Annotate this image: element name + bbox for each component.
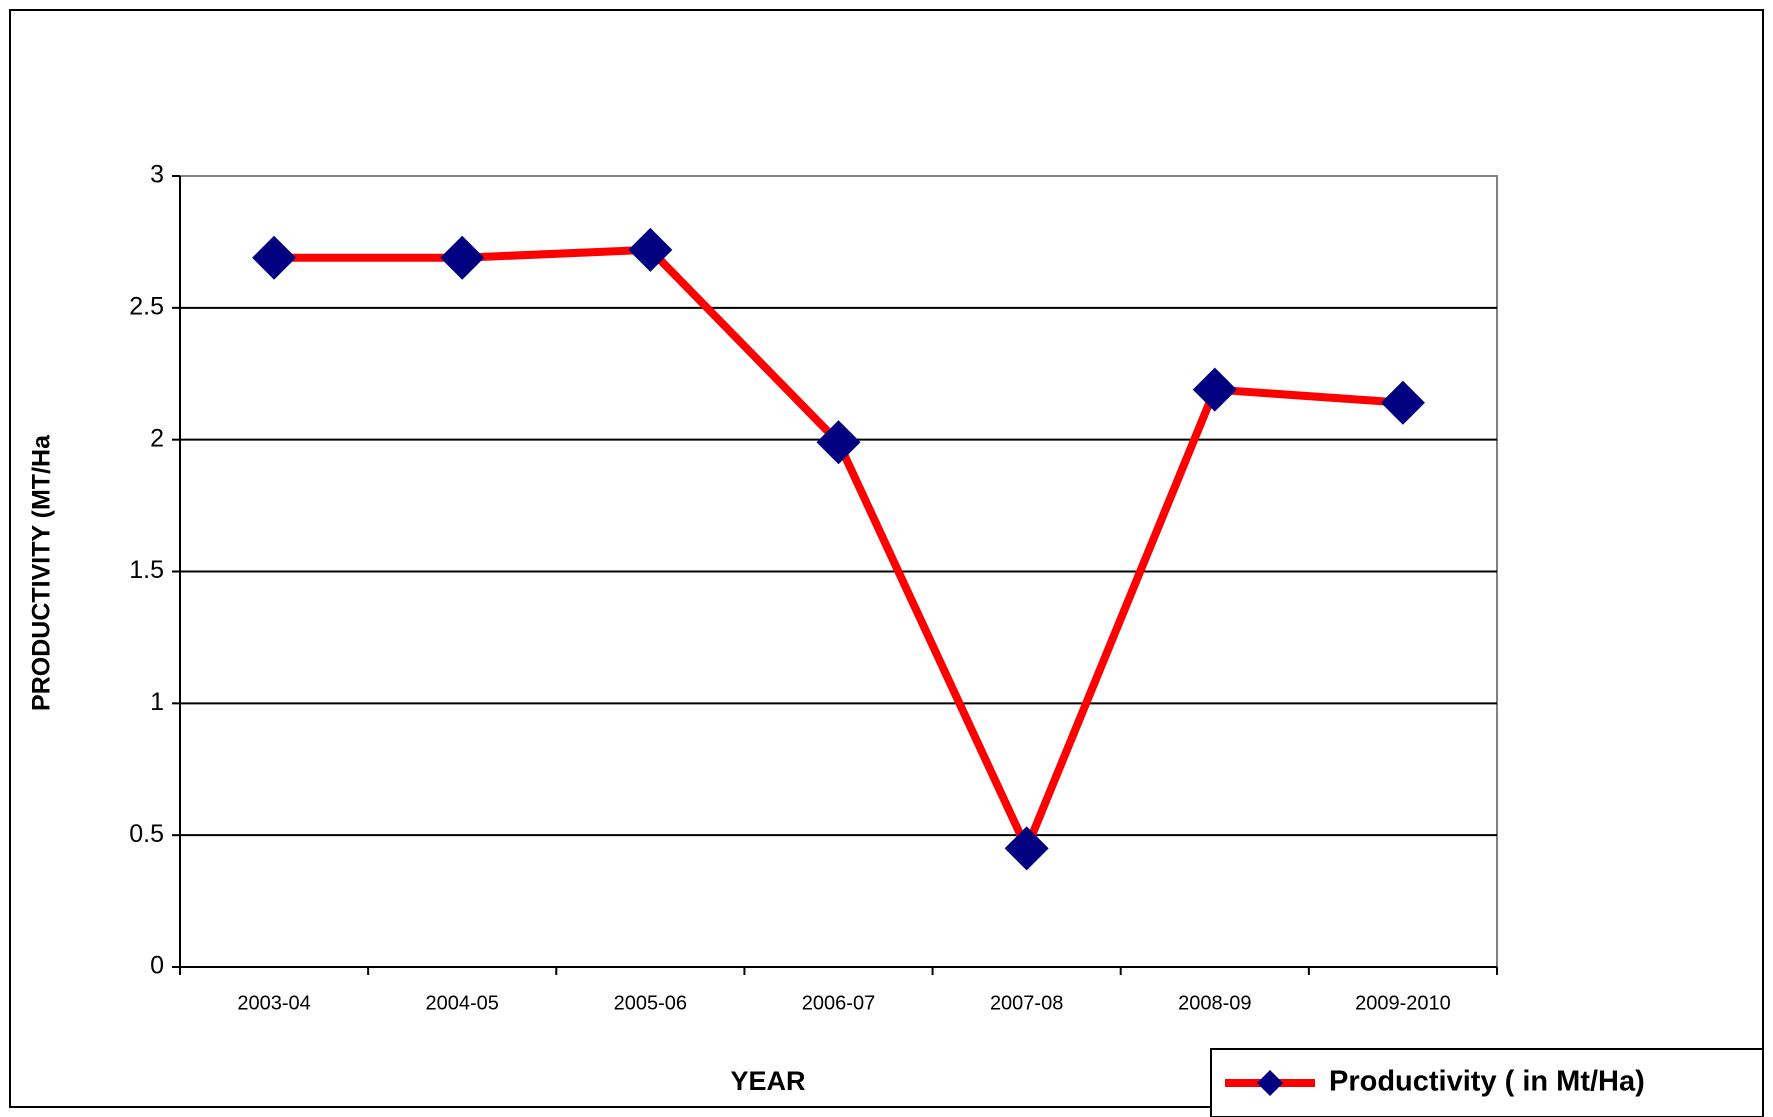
y-tick-label: 1 (150, 688, 164, 716)
legend-marker (1257, 1070, 1283, 1096)
point-marker (1192, 367, 1237, 412)
y-tick-label: 1.5 (129, 556, 164, 584)
point-marker (1380, 380, 1425, 425)
x-tick-label: 2008-09 (1178, 992, 1251, 1014)
x-tick-label: 2007-08 (990, 992, 1063, 1014)
x-tick-label: 2004-05 (426, 992, 499, 1014)
point-marker (1004, 826, 1049, 871)
point-marker (628, 227, 673, 272)
x-tick-label: 2005-06 (614, 992, 687, 1014)
point-marker (252, 235, 297, 280)
y-tick-label: 3 (150, 161, 164, 189)
legend-label: Productivity ( in Mt/Ha) (1329, 1066, 1645, 1098)
x-tick-label: 2003-04 (237, 992, 310, 1014)
point-marker (816, 420, 861, 465)
point-marker (440, 235, 485, 280)
y-tick-label: 0 (150, 952, 164, 980)
y-tick-label: 2 (150, 424, 164, 452)
y-tick-label: 2.5 (129, 292, 164, 320)
x-tick-label: 2006-07 (802, 992, 875, 1014)
y-tick-label: 0.5 (129, 820, 164, 848)
y-axis-title: PRODUCTIVITY (MT/Ha (28, 434, 56, 711)
x-tick-label: 2009-2010 (1355, 992, 1451, 1014)
x-axis-title: YEAR (730, 1066, 805, 1096)
